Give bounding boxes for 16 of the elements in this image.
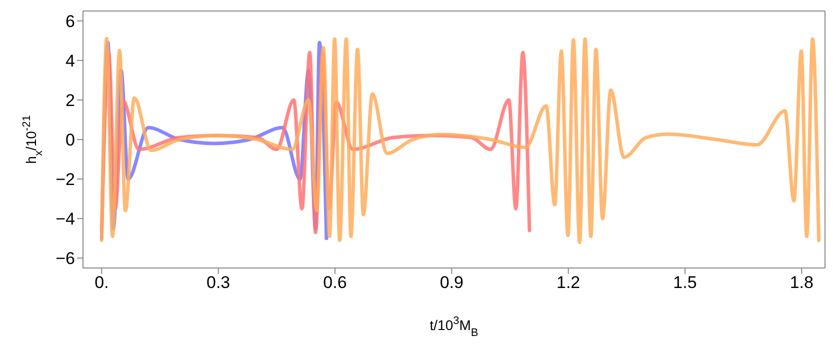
line-series xyxy=(100,36,821,244)
y-tick-label: 0 xyxy=(66,130,75,150)
x-tick-label: 0.9 xyxy=(440,273,464,292)
x-tick-label: 1.8 xyxy=(790,273,814,292)
y-tick-label: 2 xyxy=(66,90,75,110)
x-axis-title: t/10$^{3}$M$_{B}$ xyxy=(430,315,478,339)
x-tick-label: 0.3 xyxy=(206,273,230,292)
y-tick-label: 4 xyxy=(66,51,75,70)
y-tick-label: −6 xyxy=(56,249,75,268)
x-tick-label: 1.2 xyxy=(556,273,580,292)
y-tick-label: 6 xyxy=(66,12,75,31)
x-tick-label: 1.5 xyxy=(673,273,697,292)
y-tick-label: −4 xyxy=(56,210,75,229)
x-tick-label: 0. xyxy=(94,273,109,292)
y-tick-label: −2 xyxy=(56,170,75,190)
x-tick-label: 0.6 xyxy=(323,273,347,292)
